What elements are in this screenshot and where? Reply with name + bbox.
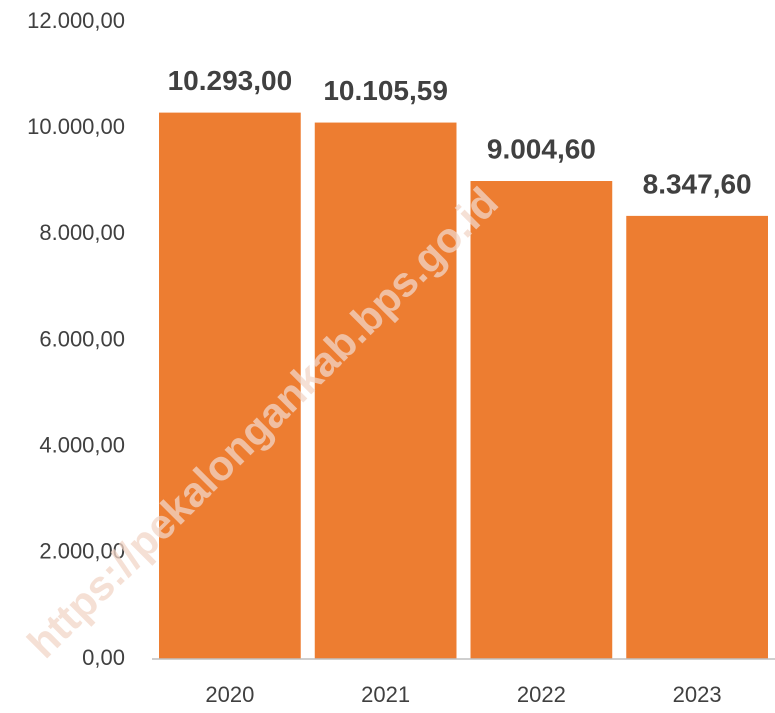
- y-tick-label: 8.000,00: [39, 220, 125, 245]
- data-label: 10.105,59: [323, 75, 448, 106]
- bar: [626, 215, 768, 659]
- y-tick-label: 4.000,00: [39, 432, 125, 457]
- data-label: 8.347,60: [643, 168, 752, 199]
- bar: [470, 181, 613, 660]
- bar: [314, 122, 457, 660]
- y-tick-label: 12.000,00: [27, 8, 125, 33]
- y-tick-label: 10.000,00: [27, 114, 125, 139]
- y-tick-label: 6.000,00: [39, 326, 125, 351]
- bar: [159, 112, 301, 659]
- x-tick-label: 2022: [517, 682, 566, 707]
- plot: 0,00 2.000,00 4.000,00 6.000,00 8.000,00 10.0…: [27, 8, 775, 707]
- data-label: 10.293,00: [168, 65, 293, 96]
- y-tick-label: 0,00: [82, 645, 125, 670]
- x-tick-label: 2023: [673, 682, 722, 707]
- x-tick-label: 2021: [361, 682, 410, 707]
- x-tick-label: 2020: [205, 682, 254, 707]
- data-label: 9.004,60: [487, 133, 596, 164]
- y-tick-label: 2.000,00: [39, 539, 125, 564]
